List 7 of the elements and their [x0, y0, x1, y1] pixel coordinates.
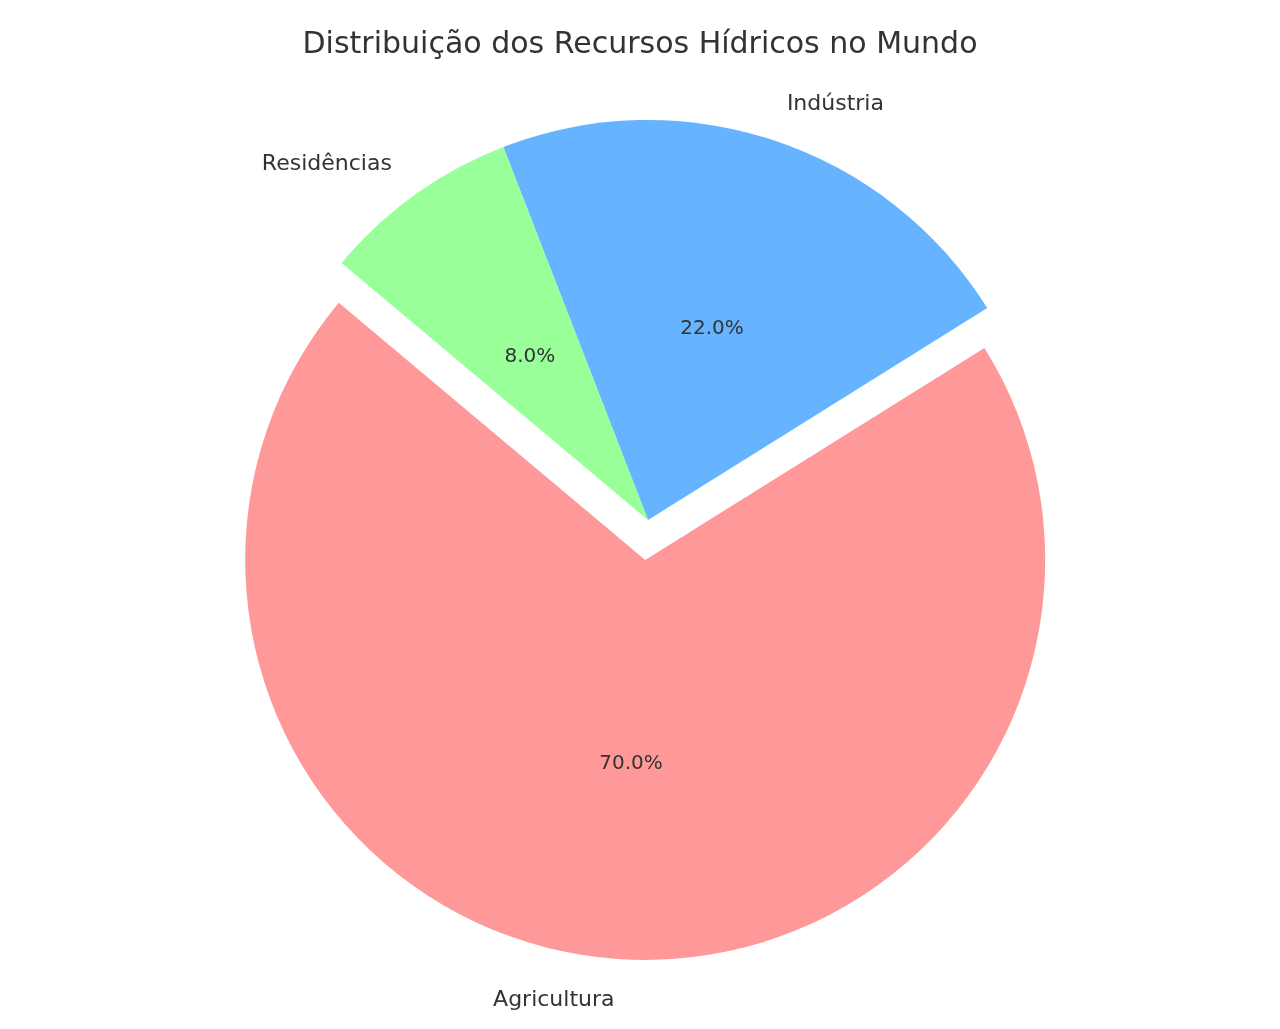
- chart-title: Distribuição dos Recursos Hídricos no Mundo: [302, 24, 978, 60]
- slice-label: Indústria: [786, 89, 884, 115]
- data-label: 22.0%: [680, 315, 744, 340]
- slice-label: Residências: [261, 149, 392, 175]
- data-label: 8.0%: [504, 342, 556, 367]
- data-label: 70.0%: [599, 750, 663, 775]
- slice-label: Agricultura: [493, 986, 615, 1012]
